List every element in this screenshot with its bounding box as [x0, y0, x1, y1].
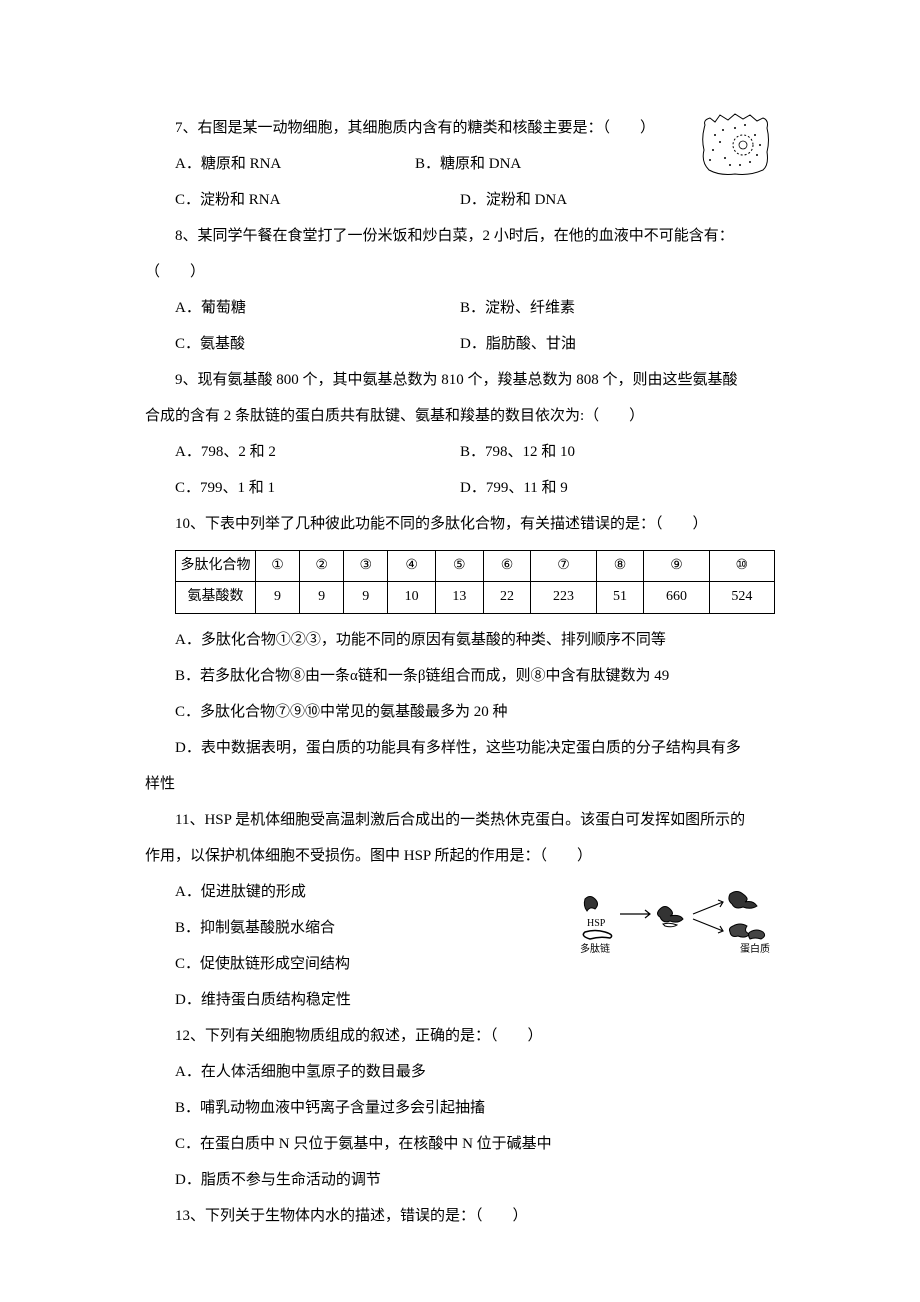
hsp-diagram: HSP 多肽链 蛋白质	[575, 884, 775, 954]
q7-option-a: A．糖原和 RNA	[145, 146, 415, 182]
table-cell: 9	[344, 582, 388, 613]
table-cell: ⑧	[596, 551, 644, 582]
hsp-label: HSP	[587, 918, 606, 929]
question-12: 12、下列有关细胞物质组成的叙述，正确的是：（ ）	[145, 1018, 775, 1054]
q9-option-c: C．799、1 和 1	[145, 470, 460, 506]
table-cell: ⑤	[435, 551, 483, 582]
cell-diagram	[695, 110, 775, 180]
table-cell: ③	[344, 551, 388, 582]
table-header-amino: 氨基酸数	[176, 582, 256, 613]
table-cell: ①	[256, 551, 300, 582]
protein-label: 蛋白质	[740, 942, 770, 954]
peptide-label: 多肽链	[580, 942, 610, 954]
q10-option-b: B．若多肽化合物⑧由一条α链和一条β链组合而成，则⑧中含有肽键数为 49	[145, 658, 775, 694]
q9-options-row2: C．799、1 和 1 D．799、11 和 9	[145, 470, 775, 506]
table-cell: ②	[300, 551, 344, 582]
table-cell: 660	[644, 582, 709, 613]
q9-option-d: D．799、11 和 9	[460, 470, 775, 506]
table-cell: 51	[596, 582, 644, 613]
table-cell: 9	[256, 582, 300, 613]
table-cell: 22	[483, 582, 531, 613]
q9-option-b: B．798、12 和 10	[460, 434, 775, 470]
q8-options-row2: C．氨基酸 D．脂肪酸、甘油	[145, 326, 775, 362]
q12-option-d: D．脂质不参与生命活动的调节	[145, 1162, 775, 1198]
question-7: 7、右图是某一动物细胞，其细胞质内含有的糖类和核酸主要是：（ ）	[145, 110, 775, 146]
question-11-line2: 作用，以保护机体细胞不受损伤。图中 HSP 所起的作用是：（ ）	[145, 838, 775, 874]
q10-option-d-line2: 样性	[145, 766, 775, 802]
q12-option-a: A．在人体活细胞中氢原子的数目最多	[145, 1054, 775, 1090]
q7-options-row1: A．糖原和 RNA B．糖原和 DNA	[145, 146, 685, 182]
table-row: 多肽化合物 ① ② ③ ④ ⑤ ⑥ ⑦ ⑧ ⑨ ⑩	[176, 551, 775, 582]
table-cell: ④	[388, 551, 436, 582]
table-row: 氨基酸数 9 9 9 10 13 22 223 51 660 524	[176, 582, 775, 613]
q9-options-row1: A．798、2 和 2 B．798、12 和 10	[145, 434, 775, 470]
table-cell: 223	[531, 582, 596, 613]
q7-option-d: D．淀粉和 DNA	[460, 182, 775, 218]
q8-option-d: D．脂肪酸、甘油	[460, 326, 775, 362]
table-cell: 10	[388, 582, 436, 613]
q12-option-c: C．在蛋白质中 N 只位于氨基中，在核酸中 N 位于碱基中	[145, 1126, 775, 1162]
q7-option-b: B．糖原和 DNA	[415, 146, 685, 182]
q12-option-b: B．哺乳动物血液中钙离子含量过多会引起抽搐	[145, 1090, 775, 1126]
question-8: 8、某同学午餐在食堂打了一份米饭和炒白菜，2 小时后，在他的血液中不可能含有：（…	[145, 218, 775, 290]
question-9-line2: 合成的含有 2 条肽链的蛋白质共有肽键、氨基和羧基的数目依次为:（ ）	[145, 398, 775, 434]
q10-option-d-line1: D．表中数据表明，蛋白质的功能具有多样性，这些功能决定蛋白质的分子结构具有多	[145, 730, 775, 766]
q11-option-d: D．维持蛋白质结构稳定性	[145, 982, 775, 1018]
table-cell: ⑩	[709, 551, 774, 582]
q10-option-a: A．多肽化合物①②③，功能不同的原因有氨基酸的种类、排列顺序不同等	[145, 622, 775, 658]
table-cell: ⑨	[644, 551, 709, 582]
question-13: 13、下列关于生物体内水的描述，错误的是：（ ）	[145, 1198, 775, 1234]
table-cell: 9	[300, 582, 344, 613]
question-11-line1: 11、HSP 是机体细胞受高温刺激后合成出的一类热休克蛋白。该蛋白可发挥如图所示…	[145, 802, 775, 838]
q8-option-a: A．葡萄糖	[145, 290, 460, 326]
q8-option-b: B．淀粉、纤维素	[460, 290, 775, 326]
q8-options-row1: A．葡萄糖 B．淀粉、纤维素	[145, 290, 775, 326]
table-header-compound: 多肽化合物	[176, 551, 256, 582]
table-cell: ⑦	[531, 551, 596, 582]
q9-option-a: A．798、2 和 2	[145, 434, 460, 470]
peptide-table: 多肽化合物 ① ② ③ ④ ⑤ ⑥ ⑦ ⑧ ⑨ ⑩ 氨基酸数 9 9 9 10 …	[175, 550, 775, 614]
table-cell: 13	[435, 582, 483, 613]
table-cell: ⑥	[483, 551, 531, 582]
q8-option-c: C．氨基酸	[145, 326, 460, 362]
q10-option-c: C．多肽化合物⑦⑨⑩中常见的氨基酸最多为 20 种	[145, 694, 775, 730]
q7-options-row2: C．淀粉和 RNA D．淀粉和 DNA	[145, 182, 775, 218]
question-10: 10、下表中列举了几种彼此功能不同的多肽化合物，有关描述错误的是：（ ）	[145, 506, 775, 542]
table-cell: 524	[709, 582, 774, 613]
q7-option-c: C．淀粉和 RNA	[145, 182, 460, 218]
question-9-line1: 9、现有氨基酸 800 个，其中氨基总数为 810 个，羧基总数为 808 个，…	[145, 362, 775, 398]
